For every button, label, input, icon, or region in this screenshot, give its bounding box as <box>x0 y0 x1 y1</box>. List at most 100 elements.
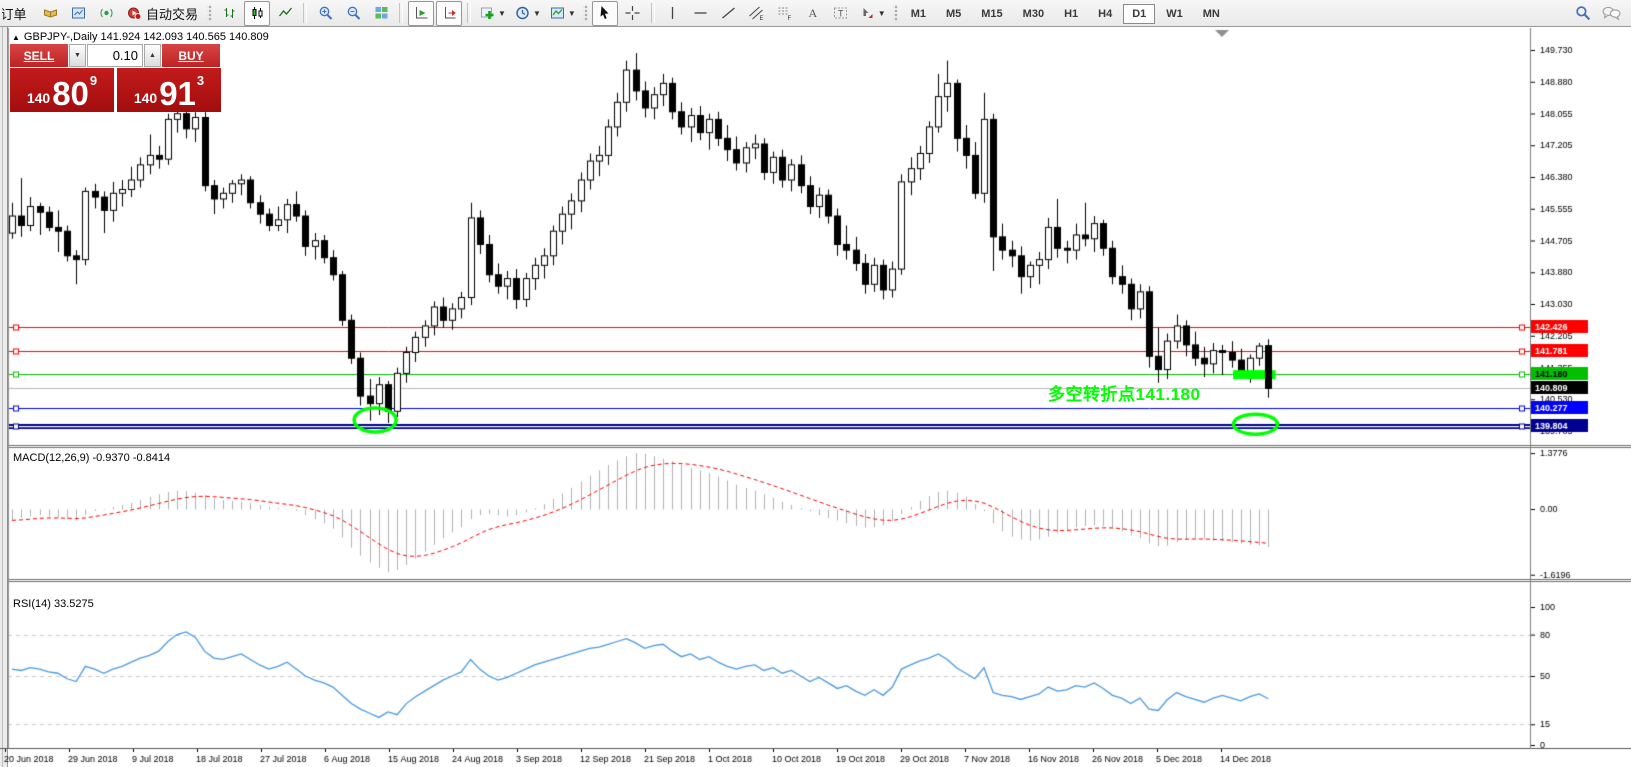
volume-decrease-button[interactable]: ▼ <box>69 44 86 67</box>
chat-icon <box>1602 5 1621 22</box>
autotrading-button[interactable]: 自动交易 <box>121 1 203 26</box>
timeframe-button-D1[interactable]: D1 <box>1123 4 1156 24</box>
timeframe-group: M1 M5 M15 M30 H1 H4 D1 W1 MN <box>901 4 1230 24</box>
toolbar-separator <box>650 3 655 23</box>
horizontal-line-icon <box>692 5 709 21</box>
periods-dropdown-arrow[interactable]: ▼ <box>532 8 541 18</box>
templates-button[interactable]: ▼ <box>546 1 579 26</box>
svg-text:F: F <box>788 16 792 21</box>
new-order-button[interactable]: 新订单 <box>1 1 35 26</box>
fibonacci-button[interactable]: F <box>772 1 798 26</box>
svg-text:T: T <box>838 9 844 19</box>
tile-windows-icon <box>373 5 390 21</box>
line-chart-icon <box>277 5 294 21</box>
buy-price-pip: 3 <box>196 73 205 88</box>
market-book-icon <box>42 5 59 21</box>
vertical-line-button[interactable] <box>660 1 686 26</box>
timeframe-button-W1[interactable]: W1 <box>1166 8 1183 20</box>
trendline-button[interactable] <box>716 1 742 26</box>
volume-increase-button[interactable]: ▲ <box>144 44 161 67</box>
buy-price-big: 91 <box>159 74 196 112</box>
sell-button[interactable]: SELL <box>10 44 68 67</box>
auto-scroll-button[interactable] <box>408 0 435 26</box>
arrows-icon <box>859 5 876 21</box>
periods-button[interactable]: ▼ <box>511 1 544 26</box>
sell-price-pip: 9 <box>89 73 98 88</box>
toolbar: 新订单 自动交易 ▼ ▼ <box>0 0 1631 27</box>
spinner-up-icon: ▲ <box>149 52 156 59</box>
indicators-icon <box>479 5 496 21</box>
buy-button-label: BUY <box>178 48 204 63</box>
chart-canvas[interactable] <box>0 27 1631 767</box>
buy-button[interactable]: BUY <box>162 44 220 67</box>
auto-scroll-icon <box>413 5 430 21</box>
buy-price-block[interactable]: 140 91 3 <box>117 68 221 112</box>
chart-window-button[interactable] <box>65 1 91 26</box>
arrows-dropdown-arrow[interactable]: ▼ <box>877 8 886 18</box>
line-chart-button[interactable] <box>272 1 298 26</box>
timeframe-button-M15[interactable]: M15 <box>981 8 1003 20</box>
search-icon <box>1574 5 1592 22</box>
text-icon: A <box>804 5 821 21</box>
signal-button[interactable] <box>93 1 119 26</box>
annotation-text: 多空转折点141.180 <box>1048 385 1201 404</box>
zoom-out-icon <box>345 5 362 21</box>
periods-clock-icon <box>514 5 531 21</box>
cursor-icon <box>596 5 613 21</box>
volume-input[interactable] <box>87 44 143 67</box>
indicators-dropdown-arrow[interactable]: ▼ <box>498 8 506 18</box>
crosshair-button[interactable] <box>620 1 646 26</box>
sell-button-label: SELL <box>23 48 55 63</box>
market-book-button[interactable] <box>37 1 63 26</box>
timeframe-button-H1[interactable]: H1 <box>1064 8 1079 20</box>
chart-title: ▲ GBPJPY-,Daily 141.924 142.093 140.565 1… <box>12 31 269 43</box>
bar-chart-icon <box>221 5 238 21</box>
tile-windows-button[interactable] <box>368 1 394 26</box>
text-label-icon: T <box>832 5 849 21</box>
equidistant-channel-button[interactable]: E <box>744 1 770 26</box>
cursor-button[interactable] <box>591 0 618 26</box>
equidistant-channel-icon: E <box>748 5 765 21</box>
rsi-indicator-label: RSI(14) 33.5275 <box>13 598 94 610</box>
fibonacci-icon: F <box>776 5 793 21</box>
spinner-down-icon: ▼ <box>74 52 81 59</box>
chart-window-icon <box>70 5 87 21</box>
zoom-in-button[interactable] <box>312 1 338 26</box>
timeframe-button-H4[interactable]: H4 <box>1098 8 1113 20</box>
toolbar-grip <box>892 4 898 22</box>
zoom-in-icon <box>317 5 334 21</box>
crosshair-icon <box>624 5 641 21</box>
chart-shift-button[interactable] <box>436 0 463 26</box>
toolbar-separator <box>303 3 308 23</box>
arrows-button[interactable]: ▼ <box>856 1 889 26</box>
toolbar-separator <box>467 3 472 23</box>
templates-icon <box>549 5 566 21</box>
autotrading-label: 自动交易 <box>146 6 199 22</box>
horizontal-line-button[interactable] <box>688 1 714 26</box>
chat-button[interactable] <box>1598 1 1624 26</box>
bar-chart-button[interactable] <box>216 1 242 26</box>
text-label-button[interactable]: T <box>828 1 854 26</box>
zoom-out-button[interactable] <box>340 1 366 26</box>
templates-dropdown-arrow[interactable]: ▼ <box>567 8 576 18</box>
macd-indicator-label: MACD(12,26,9) -0.9370 -0.8414 <box>13 452 171 464</box>
sell-price-big: 80 <box>52 74 89 112</box>
vertical-line-icon <box>664 5 681 21</box>
indicators-button[interactable]: ▼ <box>476 1 509 26</box>
sell-price-block[interactable]: 140 80 9 <box>10 68 114 112</box>
buy-price-prefix: 140 <box>133 90 158 106</box>
candlestick-chart-button[interactable] <box>244 0 271 26</box>
toolbar-separator <box>399 3 404 23</box>
toolbar-grip <box>207 4 213 22</box>
svg-text:A: A <box>809 6 818 20</box>
collapse-triangle-icon: ▲ <box>12 33 20 42</box>
candlestick-chart-icon <box>249 5 266 21</box>
text-button[interactable]: A <box>800 1 826 26</box>
timeframe-button-M1[interactable]: M1 <box>910 8 926 20</box>
search-button[interactable] <box>1570 1 1596 26</box>
timeframe-button-M5[interactable]: M5 <box>945 8 962 20</box>
trendline-icon <box>720 5 737 21</box>
timeframe-button-M30[interactable]: M30 <box>1022 8 1045 20</box>
timeframe-button-MN[interactable]: MN <box>1202 8 1220 20</box>
